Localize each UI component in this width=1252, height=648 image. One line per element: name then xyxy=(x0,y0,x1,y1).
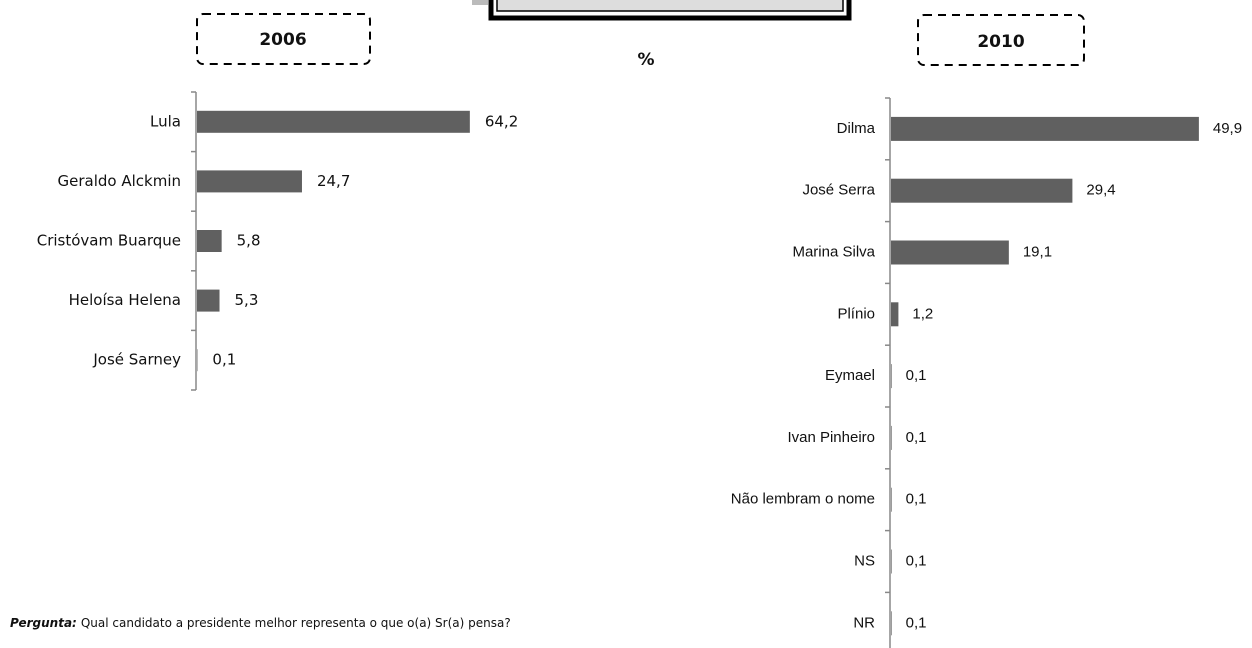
category-label: Lula xyxy=(150,112,181,130)
category-label: Não lembram o nome xyxy=(731,491,875,508)
category-label: NS xyxy=(854,552,875,569)
data-label: 19,1 xyxy=(1023,243,1052,260)
chart-title: 2006 xyxy=(259,30,306,50)
category-label: Cristóvam Buarque xyxy=(37,232,181,250)
data-label: 0,1 xyxy=(906,429,927,446)
bar xyxy=(891,302,899,327)
bar xyxy=(891,240,1009,265)
unit-label: % xyxy=(637,50,654,70)
bar xyxy=(891,364,892,389)
data-label: 5,8 xyxy=(237,232,261,250)
bar xyxy=(197,170,302,193)
year-box xyxy=(917,14,1085,66)
category-label: Geraldo Alckmin xyxy=(58,172,182,190)
title-frame-inner xyxy=(496,0,844,12)
category-label: NR xyxy=(853,614,875,631)
category-label: José Serra xyxy=(802,182,875,199)
footnote: Pergunta: Qual candidato a presidente mel… xyxy=(10,616,511,630)
footnote-label: Pergunta: xyxy=(10,616,77,630)
category-label: Heloísa Helena xyxy=(69,291,181,309)
data-label: 0,1 xyxy=(906,367,927,384)
data-label: 0,1 xyxy=(906,491,927,508)
bar xyxy=(891,549,892,574)
data-label: 0,1 xyxy=(212,351,236,369)
bar xyxy=(891,178,1073,203)
year-box xyxy=(196,13,371,65)
data-label: 0,1 xyxy=(906,552,927,569)
category-label: Ivan Pinheiro xyxy=(787,429,875,446)
category-label: Dilma xyxy=(837,120,876,137)
data-label: 24,7 xyxy=(317,172,350,190)
bar xyxy=(891,116,1199,141)
bar xyxy=(891,425,892,450)
bar xyxy=(197,110,470,133)
data-label: 49,9 xyxy=(1213,120,1242,137)
bar xyxy=(891,487,892,512)
data-label: 29,4 xyxy=(1086,182,1115,199)
bar xyxy=(197,289,220,312)
footnote-text: Qual candidato a presidente melhor repre… xyxy=(81,616,511,630)
data-label: 5,3 xyxy=(235,291,259,309)
decor xyxy=(472,0,488,5)
data-label: 0,1 xyxy=(906,614,927,631)
data-label: 64,2 xyxy=(485,112,518,130)
bar xyxy=(197,230,222,252)
category-label: Eymael xyxy=(825,367,875,384)
bar xyxy=(891,611,892,636)
chart-title: 2010 xyxy=(977,32,1024,52)
category-label: Marina Silva xyxy=(792,243,875,260)
category-label: Plínio xyxy=(837,305,875,322)
category-label: José Sarney xyxy=(92,351,181,369)
data-label: 1,2 xyxy=(912,305,933,322)
